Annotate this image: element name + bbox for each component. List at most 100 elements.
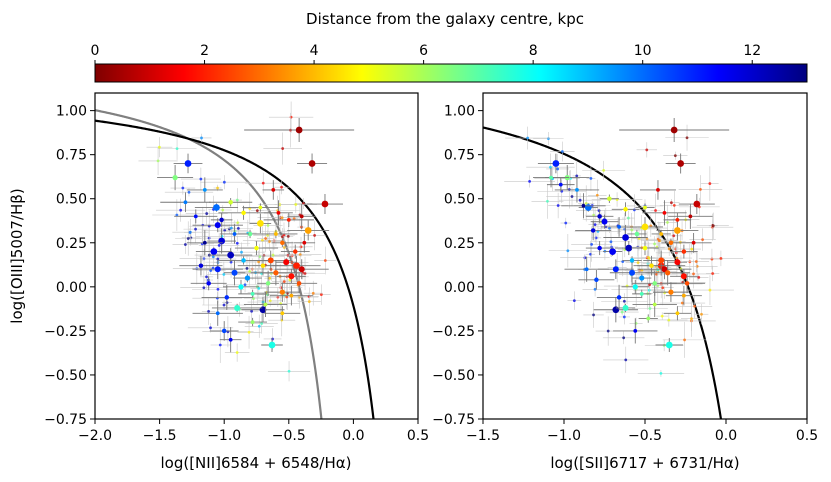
faint-data-point <box>261 181 265 185</box>
faint-data-point <box>647 288 651 292</box>
left-y-axis-label: log([OIII]5007/Hβ) <box>8 188 26 323</box>
data-point <box>308 160 316 167</box>
faint-data-point <box>188 231 192 234</box>
data-point <box>649 263 654 268</box>
x-tick-label: −1.5 <box>466 428 500 444</box>
faint-data-point <box>287 369 291 373</box>
data-point <box>224 295 230 300</box>
data-point <box>674 259 681 266</box>
faint-data-point <box>583 256 587 260</box>
data-point <box>612 266 619 273</box>
right-panel: −1.5 −1.0 −0.5 0.0 0.5 −0.75 −0.50 −0.25 0.00 0.2… <box>432 92 818 472</box>
x-tick-label: −0.5 <box>272 428 306 444</box>
faint-data-point <box>708 182 712 185</box>
x-tick-label: −1.0 <box>547 428 581 444</box>
faint-data-point <box>556 167 560 171</box>
data-point <box>642 245 648 251</box>
data-point <box>183 200 188 205</box>
data-point <box>616 295 622 300</box>
colorbar-tick-label: 2 <box>200 43 209 59</box>
faint-data-point <box>666 221 669 224</box>
colorbar-ticks: 0 2 4 6 8 10 12 <box>91 43 761 64</box>
faint-data-point <box>243 283 247 287</box>
faint-data-point <box>222 180 226 184</box>
faint-data-point <box>570 195 574 198</box>
data-point <box>634 231 640 237</box>
y-tick-label: 0.25 <box>444 236 475 252</box>
faint-data-point <box>229 226 233 230</box>
right-x-axis-label: log([SII]6717 + 6731/Hα) <box>550 454 739 472</box>
left-plot-area <box>95 101 375 419</box>
data-point <box>288 273 295 280</box>
y-tick-label: 0.00 <box>56 280 87 296</box>
faint-data-point <box>711 272 715 275</box>
data-point <box>617 225 621 229</box>
data-point <box>198 263 204 268</box>
data-point <box>219 217 224 223</box>
x-tick-label: 0.5 <box>407 428 429 444</box>
faint-data-point <box>546 199 549 203</box>
faint-data-point <box>648 283 651 287</box>
colorbar: Distance from the galaxy centre, kpc 0 2 4… <box>91 10 808 83</box>
x-tick-label: −0.5 <box>628 428 662 444</box>
faint-data-point <box>654 209 657 212</box>
faint-data-point <box>589 252 592 256</box>
data-point <box>675 311 680 316</box>
faint-data-point <box>307 300 311 303</box>
faint-data-point <box>622 336 626 340</box>
faint-data-point <box>186 237 190 240</box>
data-point <box>643 205 647 210</box>
data-point <box>597 214 602 219</box>
faint-data-point <box>205 212 209 215</box>
faint-data-point <box>247 330 251 334</box>
data-point <box>260 263 266 268</box>
data-point <box>271 188 276 192</box>
faint-data-point <box>313 234 316 237</box>
faint-data-point <box>235 241 239 245</box>
faint-data-point <box>690 247 694 251</box>
faint-data-point <box>683 338 686 342</box>
faint-data-point <box>693 304 697 308</box>
faint-data-point <box>711 224 715 228</box>
colorbar-tick-label: 8 <box>529 43 538 59</box>
data-point <box>632 284 638 290</box>
data-point <box>668 289 674 295</box>
faint-data-point <box>255 209 259 213</box>
data-point <box>670 126 678 134</box>
colorbar-tick-label: 4 <box>310 43 319 59</box>
data-point <box>238 284 244 290</box>
faint-data-point <box>589 177 593 180</box>
faint-data-point <box>690 317 693 321</box>
data-point <box>674 227 681 234</box>
data-point <box>244 275 251 281</box>
faint-data-point <box>266 224 270 227</box>
data-point <box>681 249 687 254</box>
data-point <box>268 341 276 349</box>
data-point <box>612 306 620 314</box>
x-tick-label: −1.0 <box>207 428 241 444</box>
data-point <box>584 204 592 211</box>
data-point <box>241 210 246 216</box>
colorbar-tick-label: 6 <box>419 43 428 59</box>
data-point <box>668 240 674 246</box>
faint-data-point <box>655 272 658 276</box>
faint-data-point <box>194 227 197 231</box>
faint-data-point <box>694 260 698 263</box>
faint-data-point <box>564 221 568 225</box>
data-point <box>232 232 237 236</box>
faint-data-point <box>221 208 225 212</box>
faint-data-point <box>187 190 191 194</box>
faint-data-point <box>685 136 689 140</box>
faint-data-point <box>556 204 560 207</box>
faint-data-point <box>235 351 239 354</box>
data-point <box>258 205 263 210</box>
data-point <box>302 240 307 245</box>
faint-data-point <box>590 243 594 246</box>
faint-data-point <box>663 291 667 295</box>
data-point <box>623 207 628 212</box>
faint-data-point <box>218 343 222 347</box>
faint-data-point <box>710 257 714 261</box>
data-point <box>622 234 629 241</box>
faint-data-point <box>292 217 296 221</box>
faint-data-point <box>670 201 673 205</box>
